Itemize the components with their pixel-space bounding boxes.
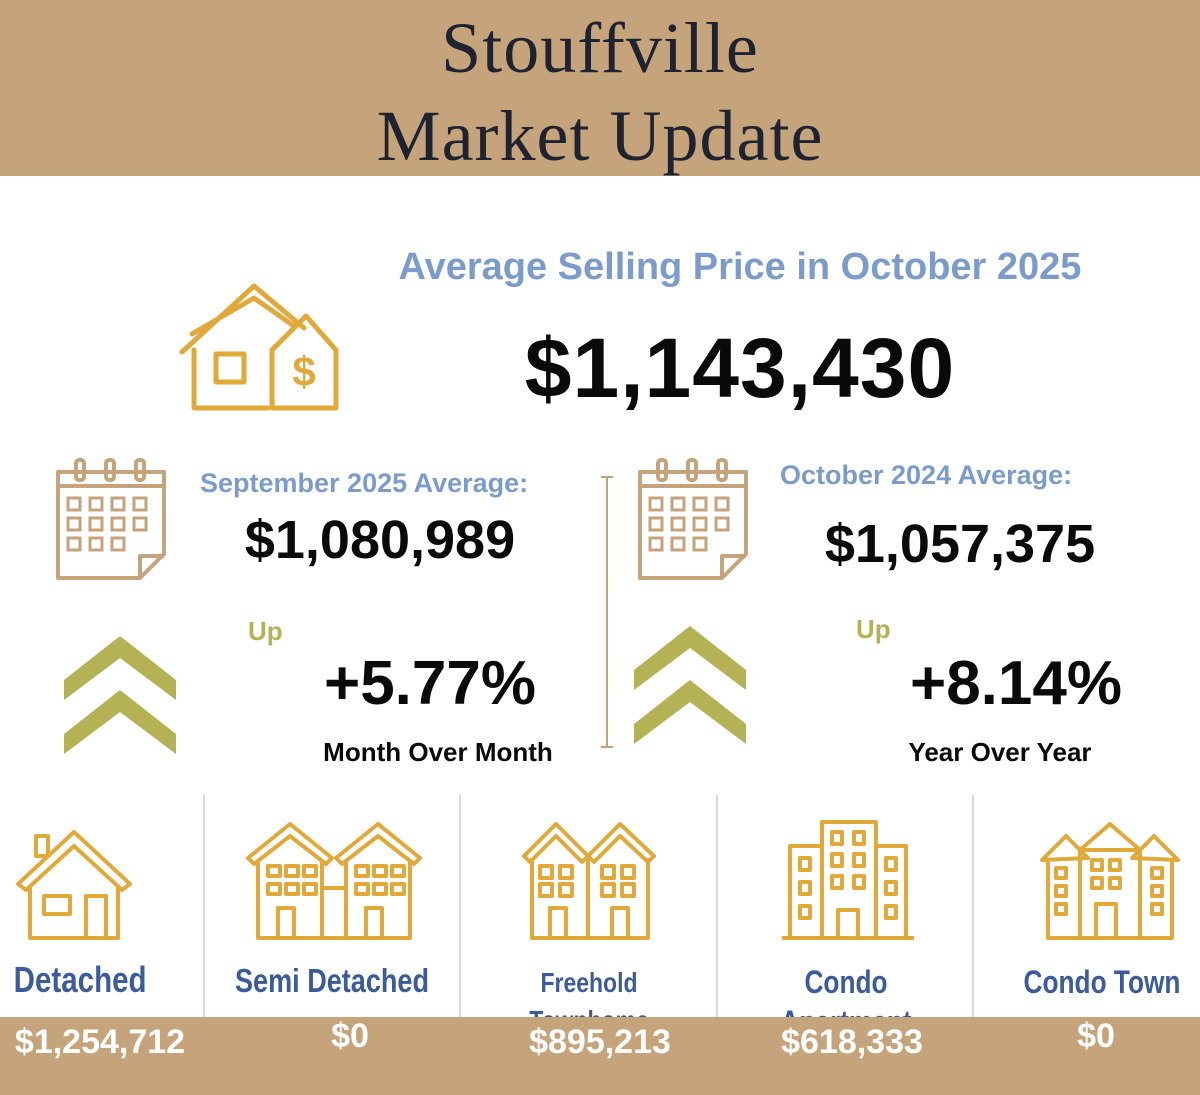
type-name-semi-detached: Semi Detached: [234, 962, 430, 999]
price-condo-apartment: $618,333: [781, 1023, 923, 1061]
divider-cap-top: [601, 476, 613, 478]
year-up-label: Up: [856, 614, 891, 644]
page-title-line-2: Market Update: [376, 96, 824, 176]
year-change-percent: +8.14%: [909, 649, 1122, 718]
price-condo-town: $0: [1077, 1017, 1115, 1055]
svg-text:$: $: [292, 348, 315, 395]
month-over-month-caption: Month Over Month: [323, 737, 553, 767]
column-divider: [203, 795, 205, 1017]
divider-cap-bottom: [601, 746, 613, 748]
october-2024-average-price: $1,057,375: [824, 514, 1096, 574]
double-chevron-up-icon: [64, 636, 176, 754]
type-name-detached: Detached: [13, 959, 147, 1000]
condo-town-icon: [1040, 822, 1180, 940]
page-title-line-1: Stouffville: [441, 8, 759, 88]
house-icon: [16, 830, 132, 940]
column-divider: [972, 795, 974, 1017]
double-chevron-up-icon: [634, 626, 746, 744]
month-up-label: Up: [248, 616, 283, 646]
october-2024-average-label: October 2024 Average:: [780, 460, 1073, 490]
average-price-heading: Average Selling Price in October 2025: [398, 246, 1082, 288]
column-divider: [459, 795, 461, 1017]
month-change-percent: +5.77%: [323, 649, 536, 718]
price-semi-detached: $0: [331, 1017, 369, 1055]
footer-price-band: [0, 1017, 1200, 1095]
column-divider: [716, 795, 718, 1017]
header-band: [0, 0, 1200, 176]
townhome-icon: [522, 822, 656, 940]
september-average-price: $1,080,989: [244, 510, 516, 570]
price-freehold-townhome: $895,213: [529, 1023, 671, 1061]
house-dollar-icon: $: [179, 283, 339, 411]
year-over-year-caption: Year Over Year: [908, 737, 1092, 767]
calendar-icon: [638, 458, 748, 580]
calendar-icon: [56, 458, 166, 580]
price-detached: $1,254,712: [14, 1023, 186, 1061]
semi-detached-icon: [246, 822, 422, 940]
type-name-condo-town: Condo Town: [1023, 964, 1181, 1000]
september-average-label: September 2025 Average:: [200, 468, 529, 498]
apartment-building-icon: [782, 820, 914, 940]
average-price-value: $1,143,430: [524, 321, 956, 415]
section-divider: [606, 476, 608, 748]
